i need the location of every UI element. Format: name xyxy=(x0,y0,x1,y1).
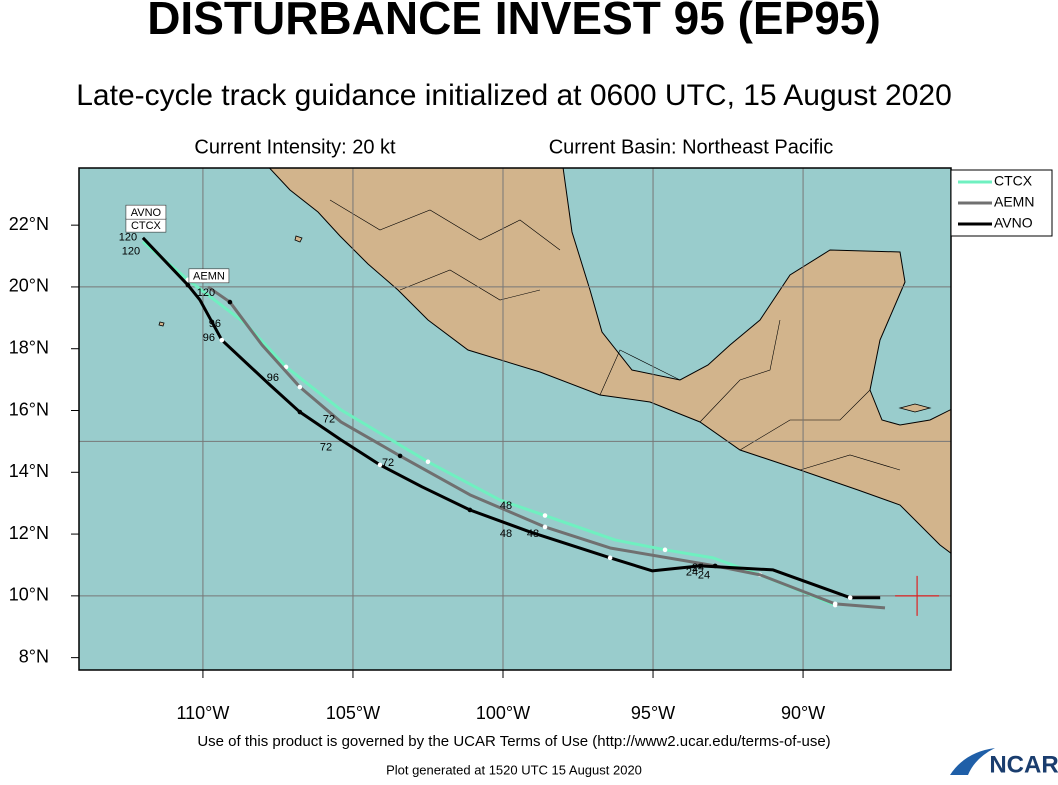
lon-tick-label: 90°W xyxy=(781,703,825,723)
lat-tick-label: 16°N xyxy=(9,399,49,419)
hour-label: 120 xyxy=(197,287,215,299)
logo: NCAR xyxy=(989,751,1058,778)
track-point xyxy=(377,462,383,468)
track-point xyxy=(662,547,668,553)
lat-tick-label: 12°N xyxy=(9,523,49,543)
lon-tick-label: 95°W xyxy=(631,703,675,723)
lon-tick-label: 100°W xyxy=(476,703,530,723)
track-tag: CTCX xyxy=(131,220,162,232)
track-tag-box xyxy=(125,204,167,220)
track-point xyxy=(227,299,233,305)
logo-swoosh xyxy=(950,748,995,775)
track-point xyxy=(847,595,853,601)
legend-label: AEMN xyxy=(994,194,1034,210)
track-point xyxy=(297,384,303,390)
track-point xyxy=(607,555,613,561)
hour-label: 24 xyxy=(698,570,710,582)
plot-frame xyxy=(78,167,952,671)
terms: Use of this product is governed by the U… xyxy=(197,733,830,750)
hour-label: 48 xyxy=(500,500,512,512)
track-point xyxy=(467,507,473,513)
track-point xyxy=(542,513,548,518)
track-point xyxy=(283,364,289,370)
hour-label: 72 xyxy=(382,457,394,469)
track-point xyxy=(697,563,703,569)
basin: Current Basin: Northeast Pacific xyxy=(549,136,834,158)
hour-label: 120 xyxy=(122,245,140,257)
subtitle: Late-cycle track guidance initialized at… xyxy=(76,79,952,112)
hour-label: 48 xyxy=(500,528,512,540)
legend-label: AVNO xyxy=(994,215,1033,231)
hour-label: 96 xyxy=(209,318,221,330)
track-line xyxy=(207,285,886,610)
grid xyxy=(71,168,951,678)
track-point xyxy=(542,524,548,530)
legend: CTCX AEMN AVNO xyxy=(950,169,1053,237)
lat-tick-label: 22°N xyxy=(9,214,49,234)
hour-label: 96 xyxy=(267,372,279,384)
current-position xyxy=(895,575,940,616)
hour-label: 24 xyxy=(692,562,704,574)
title: DISTURBANCE INVEST 95 (EP95) xyxy=(147,0,881,44)
lat-tick-label: 14°N xyxy=(9,461,49,481)
lat-tick-label: 10°N xyxy=(9,585,49,605)
hour-label: 24 xyxy=(686,567,698,579)
lat-tick-label: 20°N xyxy=(9,276,49,296)
track-tag-box xyxy=(188,268,230,284)
hour-label: 96 xyxy=(203,332,215,344)
lon-tick-label: 105°W xyxy=(326,703,380,723)
lat-tick-label: 8°N xyxy=(19,646,49,666)
track-point xyxy=(832,601,838,607)
track-point xyxy=(397,453,403,459)
intensity: Current Intensity: 20 kt xyxy=(194,136,396,158)
land xyxy=(158,168,951,554)
legend-label: CTCX xyxy=(994,173,1033,189)
tracks: CTCX AEMN AVNO 120 120 120 96 96 96 72 72 72 48 48 48 2… xyxy=(119,204,940,616)
track-line xyxy=(141,236,881,600)
lon-tick-label: 110°W xyxy=(176,703,229,723)
track-tag: AEMN xyxy=(193,271,225,283)
track-point xyxy=(219,337,225,343)
hour-label: 48 xyxy=(527,528,539,540)
hour-label: 72 xyxy=(320,441,332,453)
track-point xyxy=(185,282,191,288)
track-point xyxy=(425,459,431,465)
hour-label: 72 xyxy=(323,414,335,426)
track-point xyxy=(297,409,303,415)
generated: Plot generated at 1520 UTC 15 August 202… xyxy=(386,762,642,777)
lat-tick-label: 18°N xyxy=(9,337,49,357)
track-tag: AVNO xyxy=(131,207,162,219)
hour-label: 120 xyxy=(119,231,137,243)
